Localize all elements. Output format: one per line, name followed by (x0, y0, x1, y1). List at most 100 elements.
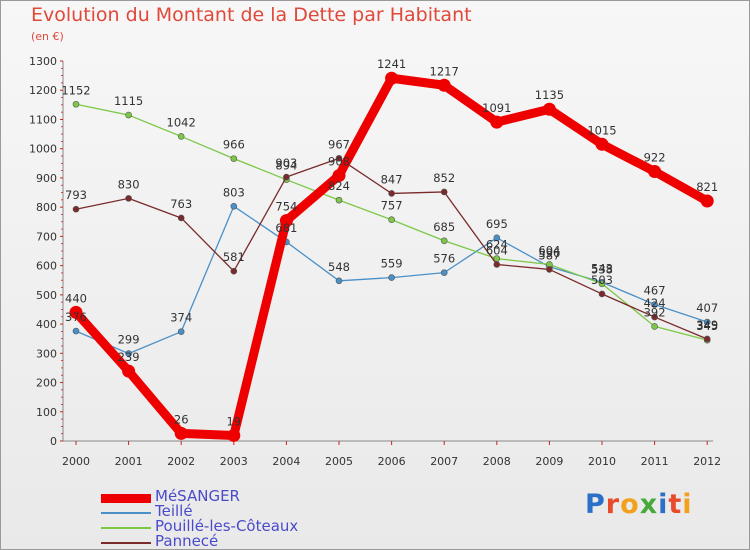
data-label: 596 (538, 246, 560, 260)
y-tick-label: 200 (36, 377, 57, 390)
x-tick-label: 2010 (588, 455, 616, 468)
data-label: 576 (433, 252, 455, 266)
data-point (388, 190, 395, 197)
data-label: 695 (486, 217, 508, 231)
data-point (385, 71, 399, 85)
data-label: 1115 (114, 94, 143, 108)
data-label: 1091 (482, 101, 511, 115)
data-label: 821 (696, 180, 718, 194)
y-tick-label: 400 (36, 318, 57, 331)
x-tick-label: 2009 (535, 455, 563, 468)
data-label: 538 (591, 263, 613, 277)
x-tick-label: 2006 (378, 455, 406, 468)
logo-letter: i (682, 489, 693, 520)
data-point (440, 269, 448, 276)
data-label: 299 (118, 333, 140, 347)
data-point (700, 194, 714, 208)
y-tick-label: 100 (36, 406, 57, 419)
data-point (227, 428, 241, 442)
data-label: 407 (696, 301, 718, 315)
x-tick-label: 2008 (483, 455, 511, 468)
data-label: 824 (328, 179, 350, 193)
data-point (335, 155, 343, 162)
data-label: 440 (65, 291, 87, 305)
x-tick-label: 2001 (115, 455, 143, 468)
logo-letter: P (585, 489, 606, 520)
data-label: 376 (65, 310, 87, 324)
data-point (177, 214, 185, 222)
data-point (542, 102, 556, 116)
legend-swatch (101, 527, 151, 529)
x-tick-label: 2000 (62, 455, 90, 468)
data-point (332, 169, 346, 183)
data-label: 581 (223, 250, 245, 264)
data-label: 966 (223, 138, 245, 152)
data-point (72, 100, 80, 108)
legend-swatch (101, 494, 151, 503)
data-label: 374 (170, 311, 192, 325)
data-label: 852 (433, 171, 455, 185)
proxiti-logo: Proxiti (585, 489, 693, 520)
y-tick-label: 900 (36, 172, 57, 185)
data-point (230, 202, 238, 210)
legend-label: Pouillé-les-Côteaux (155, 517, 299, 535)
data-label: 349 (696, 318, 718, 332)
data-point (440, 237, 448, 245)
data-point (490, 115, 504, 129)
data-point (493, 234, 501, 242)
data-point (69, 305, 83, 319)
data-label: 19 (226, 414, 241, 428)
data-label: 548 (328, 260, 350, 274)
data-label: 503 (591, 273, 613, 287)
data-point (703, 318, 711, 326)
x-tick-label: 2003 (220, 455, 248, 468)
data-label: 754 (275, 200, 297, 214)
data-point (598, 280, 606, 288)
data-point (122, 364, 136, 378)
data-point (125, 195, 132, 202)
data-label: 543 (591, 261, 613, 275)
legend-label: MéSANGER (155, 487, 240, 505)
data-label: 922 (644, 150, 666, 164)
data-label: 1135 (535, 88, 564, 102)
data-point (703, 335, 711, 343)
logo-letter: r (605, 489, 621, 520)
data-point (177, 328, 185, 335)
data-point (125, 350, 132, 357)
data-label: 26 (174, 412, 189, 426)
y-tick-label: 1300 (29, 55, 57, 68)
data-point (440, 188, 448, 196)
data-point (651, 301, 658, 308)
data-label: 763 (170, 197, 192, 211)
data-point (437, 78, 451, 92)
data-label: 467 (644, 283, 666, 297)
data-point (72, 327, 80, 335)
x-tick-label: 2002 (167, 455, 195, 468)
data-point (174, 426, 188, 440)
y-tick-label: 300 (36, 347, 57, 360)
logo-letter: o (620, 489, 640, 520)
x-tick-label: 2004 (272, 455, 300, 468)
data-label: 967 (328, 137, 350, 151)
data-point (388, 274, 395, 281)
data-label: 757 (381, 199, 403, 213)
data-point (335, 277, 343, 285)
x-tick-label: 2012 (693, 455, 721, 468)
data-point (546, 266, 553, 273)
legend-swatch (101, 512, 151, 514)
y-tick-label: 1200 (29, 84, 57, 97)
logo-letter: t (668, 489, 683, 520)
data-point (177, 133, 185, 140)
x-tick-label: 2007 (430, 455, 458, 468)
y-tick-label: 0 (50, 435, 57, 448)
data-label: 847 (381, 172, 403, 186)
data-label: 681 (275, 221, 297, 235)
data-label: 239 (118, 350, 140, 364)
data-label: 424 (644, 296, 666, 310)
data-point (230, 155, 238, 162)
data-label: 587 (538, 248, 560, 262)
y-tick-label: 800 (36, 201, 57, 214)
data-label: 345 (696, 319, 718, 333)
